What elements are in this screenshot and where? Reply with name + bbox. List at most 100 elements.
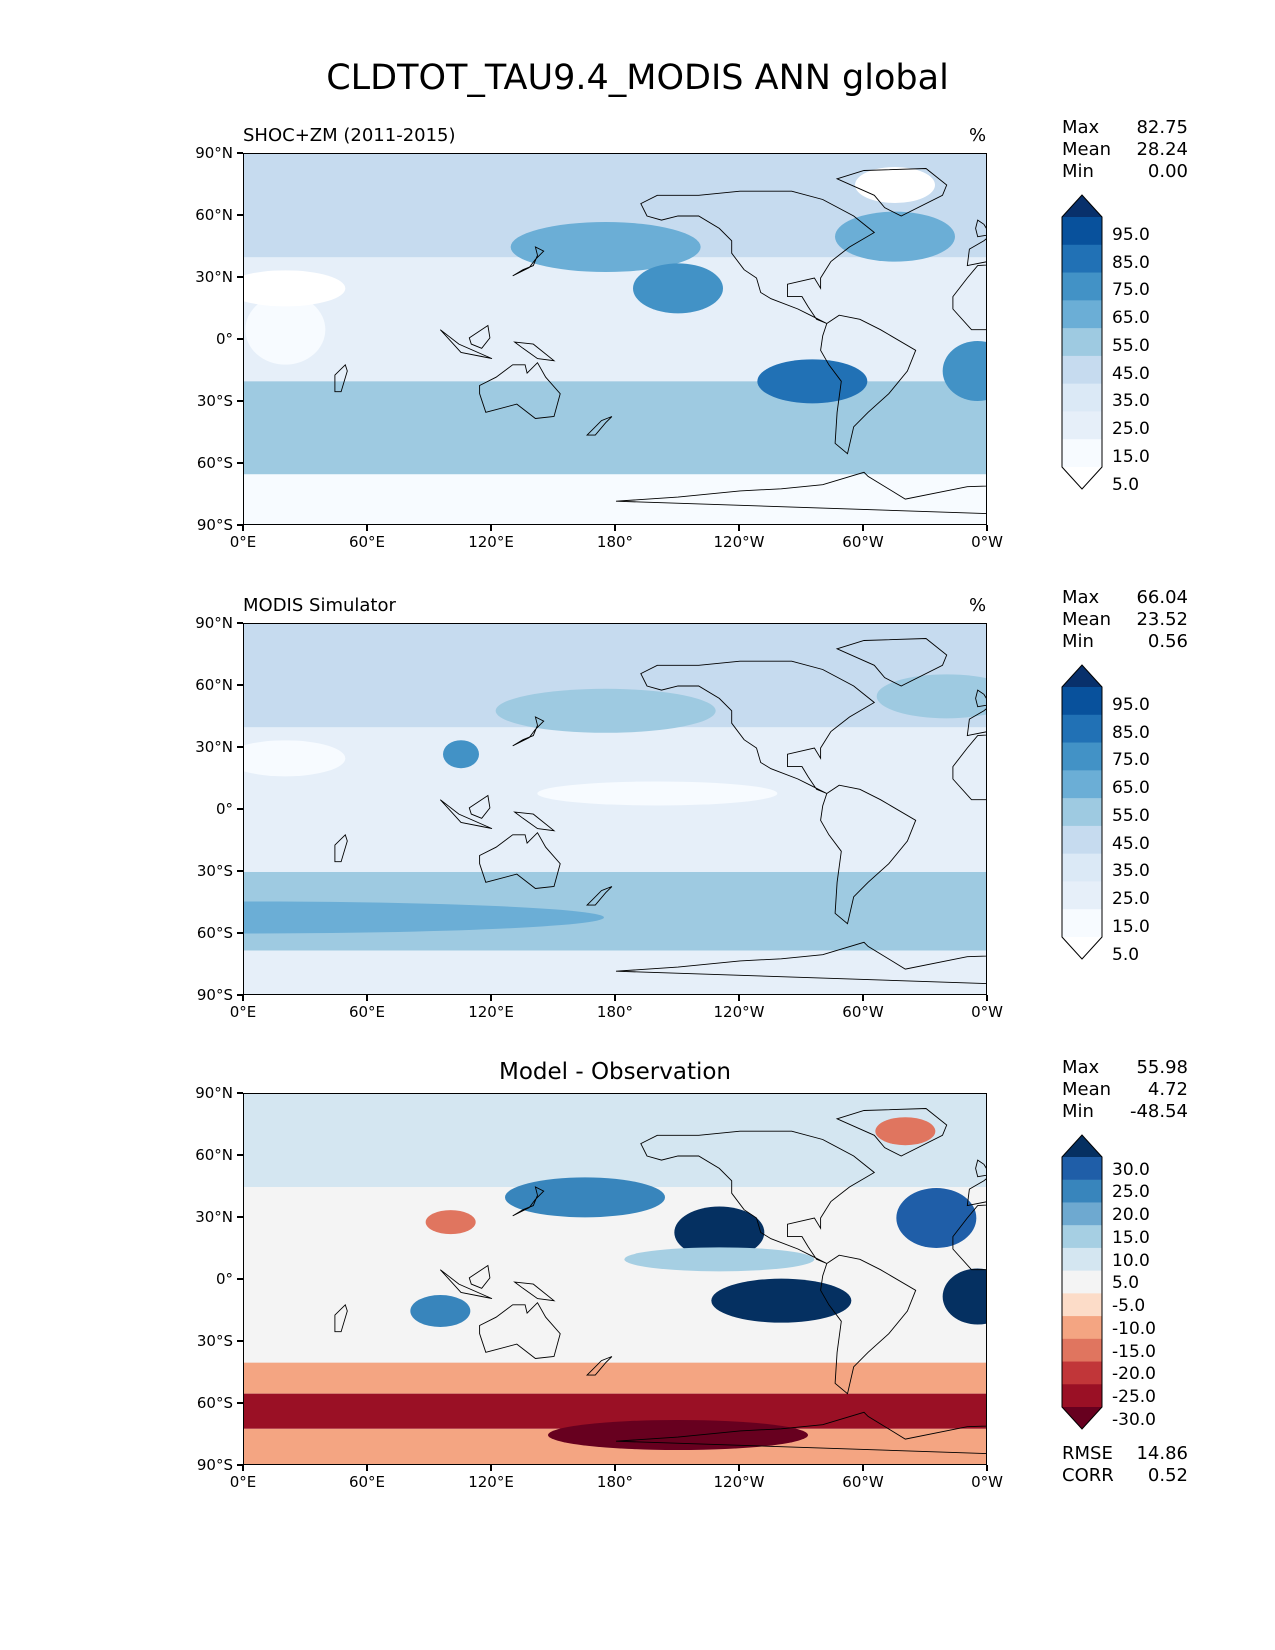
- colorbar-segment: [1062, 1270, 1102, 1294]
- y-tick-label: 30°S: [196, 392, 233, 410]
- coastline: [479, 1301, 561, 1359]
- colorbar-tick-label: -5.0: [1112, 1296, 1146, 1317]
- colorbar-segment: [1062, 1247, 1102, 1272]
- field-blob-china: [443, 740, 479, 769]
- x-tick-label: 60°W: [842, 533, 884, 551]
- x-tick-label: 120°W: [713, 533, 765, 551]
- coastline: [975, 219, 986, 238]
- stat-value: 4.72: [1147, 1079, 1188, 1100]
- colorbar-extend-bottom: [1062, 467, 1102, 489]
- colorbar-outline: [1061, 194, 1103, 490]
- x-tick-mark: [738, 995, 740, 1001]
- stat-value: 0.52: [1147, 1465, 1188, 1486]
- stat-row: Mean 4.72: [1062, 1079, 1188, 1101]
- coastline: [835, 168, 948, 217]
- y-tick-label: 30°N: [195, 738, 233, 756]
- coastline: [975, 1159, 986, 1178]
- colorbar-tick-label: 25.0: [1112, 1182, 1150, 1203]
- field-band-antarctic: [244, 474, 986, 524]
- coastline: [975, 689, 986, 708]
- y-tick-label: 0°: [215, 330, 233, 348]
- x-tick-mark: [614, 525, 616, 531]
- coastline: [479, 361, 561, 419]
- x-tick-mark: [986, 995, 988, 1001]
- colorbar-segment: [1062, 714, 1102, 744]
- y-tick-label: 60°S: [196, 924, 233, 942]
- y-tick-mark: [237, 1278, 243, 1280]
- field-blob-sahara: [244, 740, 346, 777]
- coastlines: [334, 638, 986, 984]
- colorbar-tick-label: -30.0: [1112, 1409, 1156, 1430]
- colorbar-segment: [1062, 853, 1102, 882]
- stat-label: Min: [1062, 1101, 1094, 1122]
- colorbar-segment: [1062, 272, 1102, 301]
- map-svg: [244, 1094, 986, 1464]
- coastline: [513, 1281, 556, 1302]
- y-tick-mark: [237, 994, 243, 996]
- y-tick-label: 90°N: [195, 614, 233, 632]
- stats-block: Max 82.75 Mean 28.24 Min 0.00: [1062, 117, 1188, 183]
- x-tick-mark: [986, 1465, 988, 1471]
- field-contours: [244, 624, 986, 994]
- colorbar: [1061, 664, 1103, 960]
- colorbar-segment: [1062, 355, 1102, 385]
- field-contours: [244, 154, 986, 524]
- coastline: [586, 416, 613, 436]
- x-tick-mark: [862, 525, 864, 531]
- colorbar-tick-label: 55.0: [1112, 335, 1150, 356]
- colorbar-segment: [1062, 1202, 1102, 1226]
- colorbar-tick-label: 30.0: [1112, 1159, 1150, 1180]
- x-tick-mark: [862, 1465, 864, 1471]
- colorbar-segment: [1062, 1316, 1102, 1340]
- coastline: [640, 660, 876, 794]
- y-tick-mark: [237, 1402, 243, 1404]
- coastlines: [334, 168, 986, 514]
- colorbar-segment: [1062, 328, 1102, 357]
- stat-row: CORR 0.52: [1062, 1465, 1188, 1487]
- y-tick-label: 90°N: [195, 1084, 233, 1102]
- coastline: [512, 716, 545, 747]
- x-tick-label: 0°W: [971, 1473, 1003, 1491]
- colorbar-tick-label: 85.0: [1112, 252, 1150, 273]
- panel-title: MODIS Simulator: [243, 595, 396, 616]
- field-blob-pacific-strip: [624, 1247, 815, 1272]
- colorbar-wrap: [1060, 1133, 1104, 1435]
- field-band-southern-edge: [244, 1362, 986, 1394]
- coastline: [586, 886, 613, 906]
- colorbar-wrap: [1060, 193, 1104, 495]
- colorbar-tick-label: 95.0: [1112, 694, 1150, 715]
- map-panel: [243, 623, 987, 995]
- y-tick-label: 90°S: [196, 516, 233, 534]
- field-blob-calif: [674, 1206, 765, 1259]
- colorbar-tick-label: 95.0: [1112, 224, 1150, 245]
- colorbar-tick-label: 45.0: [1112, 833, 1150, 854]
- stat-row: Max 55.98: [1062, 1057, 1188, 1079]
- colorbar-outline: [1061, 664, 1103, 960]
- x-tick-mark: [738, 525, 740, 531]
- stat-row: Min 0.56: [1062, 631, 1188, 653]
- coastline: [468, 324, 491, 349]
- colorbar: [1061, 194, 1103, 490]
- coastline: [615, 1411, 986, 1454]
- stat-value: 0.56: [1147, 631, 1188, 652]
- y-tick-mark: [237, 214, 243, 216]
- y-tick-mark: [237, 1216, 243, 1218]
- stats-block: Max 66.04 Mean 23.52 Min 0.56: [1062, 587, 1188, 653]
- stat-label: Max: [1062, 587, 1100, 608]
- colorbar-segment: [1062, 1225, 1102, 1249]
- y-tick-label: 30°N: [195, 1208, 233, 1226]
- colorbar-tick-label: 75.0: [1112, 280, 1150, 301]
- stat-row: Max 82.75: [1062, 117, 1188, 139]
- map-panel: [243, 153, 987, 525]
- colorbar-tick-label: 20.0: [1112, 1205, 1150, 1226]
- y-tick-label: 60°N: [195, 1146, 233, 1164]
- colorbar-segment: [1062, 1157, 1102, 1181]
- coastlines: [334, 1108, 986, 1454]
- colorbar-tick-label: 85.0: [1112, 722, 1150, 743]
- stat-value: 82.75: [1136, 117, 1188, 138]
- colorbar-tick-label: -25.0: [1112, 1387, 1156, 1407]
- y-tick-mark: [237, 1464, 243, 1466]
- y-tick-mark: [237, 870, 243, 872]
- stat-value: 23.52: [1136, 609, 1188, 630]
- stat-value: 14.86: [1136, 1443, 1188, 1464]
